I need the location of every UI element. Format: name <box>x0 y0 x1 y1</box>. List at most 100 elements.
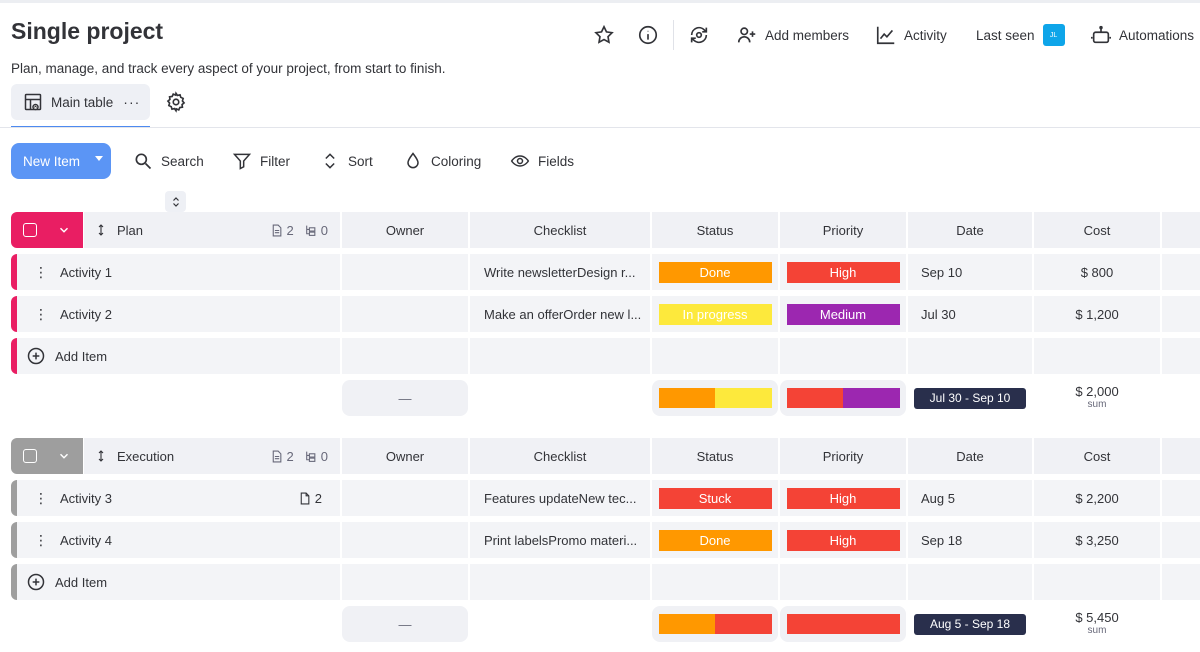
priority-cell[interactable]: High <box>780 522 906 558</box>
subitems-icon <box>305 225 316 236</box>
checklist-cell[interactable]: Write newsletterDesign r... <box>470 254 650 290</box>
status-cell[interactable]: Done <box>652 522 778 558</box>
summary-status[interactable] <box>652 380 778 416</box>
search-button[interactable]: Search <box>133 148 204 174</box>
status-cell[interactable]: In progress <box>652 296 778 332</box>
group-toggle[interactable] <box>11 212 83 248</box>
checklist-cell[interactable]: Make an offerOrder new l... <box>470 296 650 332</box>
checklist-cell[interactable]: Features updateNew tec... <box>470 480 650 516</box>
row-color-bar <box>11 296 17 332</box>
cost-cell[interactable]: $ 800 <box>1034 254 1160 290</box>
group-toggle[interactable] <box>11 438 83 474</box>
star-icon <box>594 24 614 44</box>
column-header-priority[interactable]: Priority <box>780 438 906 474</box>
subitems-count: 0 <box>304 223 328 238</box>
date-cell[interactable]: Aug 5 <box>908 480 1032 516</box>
item-name: Activity 3 <box>60 490 113 506</box>
cost-cell[interactable]: $ 2,200 <box>1034 480 1160 516</box>
column-header-cost[interactable]: Cost <box>1034 438 1160 474</box>
row-menu-icon[interactable]: ⋮ <box>34 531 48 548</box>
plus-circle-icon[interactable] <box>26 572 46 592</box>
cost-cell[interactable]: $ 3,250 <box>1034 522 1160 558</box>
column-header-owner[interactable]: Owner <box>342 438 468 474</box>
priority-badge: High <box>786 529 900 551</box>
row-menu-icon[interactable]: ⋮ <box>34 305 48 322</box>
column-header-owner[interactable]: Owner <box>342 212 468 248</box>
column-header-checklist[interactable]: Checklist <box>470 438 650 474</box>
status-cell[interactable]: Done <box>652 254 778 290</box>
owner-cell[interactable] <box>342 480 468 516</box>
owner-cell[interactable] <box>342 296 468 332</box>
column-header-checklist[interactable]: Checklist <box>470 212 650 248</box>
table-row[interactable]: ⋮ Activity 2 Make an offerOrder new l...… <box>0 296 1200 332</box>
summary-priority[interactable] <box>780 380 906 416</box>
date-cell[interactable]: Sep 18 <box>908 522 1032 558</box>
column-header-status[interactable]: Status <box>652 438 778 474</box>
row-color-bar <box>11 254 17 290</box>
add-item-cell[interactable]: Add Item <box>17 338 340 374</box>
summary-date[interactable]: Aug 5 - Sep 18 <box>908 606 1032 642</box>
info-button[interactable] <box>637 20 659 50</box>
chevron-down-icon[interactable] <box>95 156 103 161</box>
collapse-all-button[interactable] <box>165 191 186 212</box>
filter-button[interactable]: Filter <box>232 148 290 174</box>
add-item-row[interactable]: Add Item <box>0 338 1200 374</box>
date-cell[interactable]: Jul 30 <box>908 296 1032 332</box>
tab-more-button[interactable]: ··· <box>123 94 141 110</box>
column-header-status[interactable]: Status <box>652 212 778 248</box>
sync-button[interactable] <box>688 20 710 50</box>
status-distribution-bar <box>658 614 772 634</box>
fields-button[interactable]: Fields <box>510 148 574 174</box>
status-badge: Done <box>658 529 772 551</box>
owner-cell[interactable] <box>342 522 468 558</box>
summary-priority[interactable] <box>780 606 906 642</box>
group-checkbox[interactable] <box>23 449 37 463</box>
priority-cell[interactable]: High <box>780 480 906 516</box>
activity-button[interactable]: Activity <box>875 20 947 50</box>
column-header-date[interactable]: Date <box>908 212 1032 248</box>
group-name-cell[interactable]: Execution 2 0 <box>84 438 340 474</box>
owner-cell[interactable] <box>342 254 468 290</box>
new-item-button[interactable]: New Item <box>11 143 111 179</box>
file-icon <box>300 492 310 504</box>
item-name-cell[interactable]: ⋮ Activity 4 <box>17 522 340 558</box>
chevron-down-icon[interactable] <box>57 449 71 463</box>
table-row[interactable]: ⋮ Activity 4 Print labelsPromo materi...… <box>0 522 1200 558</box>
cost-cell[interactable]: $ 1,200 <box>1034 296 1160 332</box>
add-item-row[interactable]: Add Item <box>0 564 1200 600</box>
status-cell[interactable]: Stuck <box>652 480 778 516</box>
drag-handle-icon[interactable] <box>95 223 107 237</box>
favorite-button[interactable] <box>593 20 615 50</box>
item-name-cell[interactable]: ⋮ Activity 1 <box>17 254 340 290</box>
summary-status[interactable] <box>652 606 778 642</box>
summary-date[interactable]: Jul 30 - Sep 10 <box>908 380 1032 416</box>
row-menu-icon[interactable]: ⋮ <box>34 263 48 280</box>
column-header-cost[interactable]: Cost <box>1034 212 1160 248</box>
date-cell[interactable]: Sep 10 <box>908 254 1032 290</box>
gear-icon[interactable] <box>165 91 187 113</box>
row-menu-icon[interactable]: ⋮ <box>34 489 48 506</box>
group-name-cell[interactable]: Plan 2 0 <box>84 212 340 248</box>
add-members-button[interactable]: Add members <box>736 20 849 50</box>
table-row[interactable]: ⋮ Activity 1 Write newsletterDesign r...… <box>0 254 1200 290</box>
last-seen-button[interactable]: Last seen JL <box>976 20 1065 50</box>
checklist-cell[interactable]: Print labelsPromo materi... <box>470 522 650 558</box>
table-row[interactable]: ⋮ Activity 3 2 Features updateNew tec...… <box>0 480 1200 516</box>
item-name-cell[interactable]: ⋮ Activity 2 <box>17 296 340 332</box>
coloring-button[interactable]: Coloring <box>403 148 481 174</box>
chevron-down-icon[interactable] <box>57 223 71 237</box>
item-name-cell[interactable]: ⋮ Activity 3 2 <box>17 480 340 516</box>
drag-handle-icon[interactable] <box>95 449 107 463</box>
column-header-date[interactable]: Date <box>908 438 1032 474</box>
sort-button[interactable]: Sort <box>320 148 373 174</box>
priority-cell[interactable]: High <box>780 254 906 290</box>
plus-circle-icon[interactable] <box>26 346 46 366</box>
item-files-count[interactable]: 2 <box>298 491 322 506</box>
add-item-cell[interactable]: Add Item <box>17 564 340 600</box>
priority-cell[interactable]: Medium <box>780 296 906 332</box>
column-header-priority[interactable]: Priority <box>780 212 906 248</box>
automations-button[interactable]: Automations <box>1090 20 1194 50</box>
item-name: Activity 1 <box>60 264 113 280</box>
tab-main-table[interactable]: Main table ··· <box>11 84 150 120</box>
group-checkbox[interactable] <box>23 223 37 237</box>
